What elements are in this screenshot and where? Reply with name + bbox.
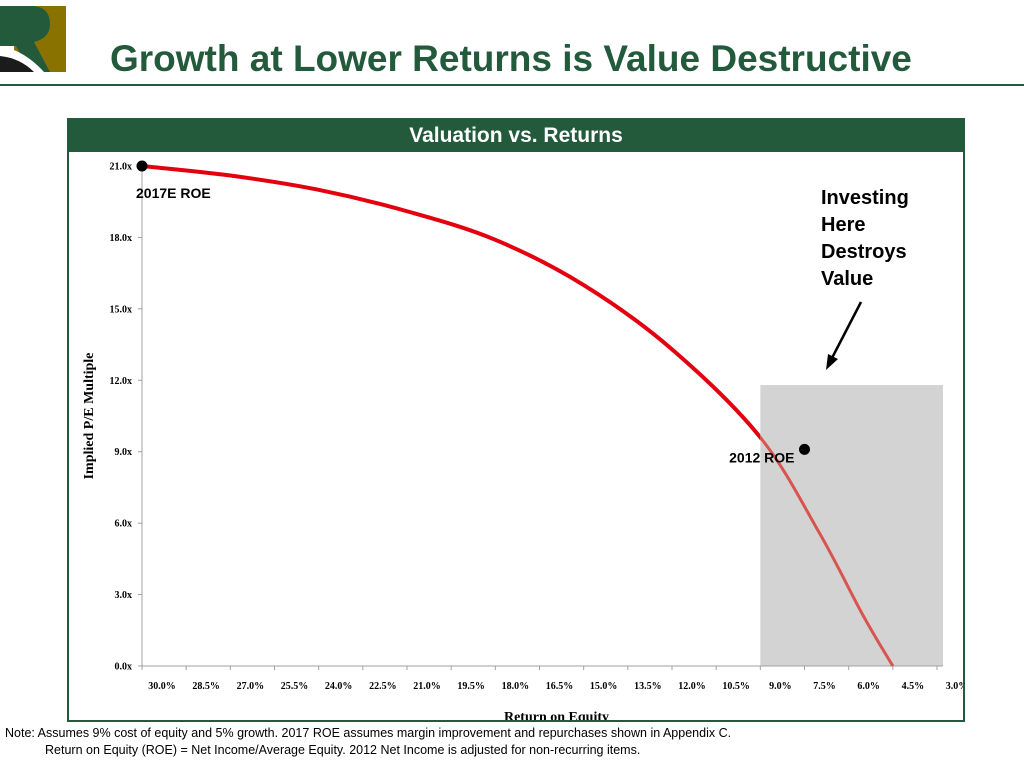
annotation-line: Here [821,214,865,236]
x-tick-label: 28.5% [192,681,220,692]
x-tick-label: 16.5% [546,681,574,692]
y-tick-label: 0.0x [115,662,133,673]
logo-r-letter [0,6,50,72]
x-tick-label: 18.0% [502,681,530,692]
y-axis-title: Implied P/E Multiple [82,353,97,480]
y-tick-label: 3.0x [115,590,133,601]
label-2017e-roe: 2017E ROE [136,185,211,201]
y-tick-label: 15.0x [110,304,133,315]
x-tick-label: 30.0% [148,681,176,692]
y-tick-label: 21.0x [110,162,133,173]
roe-pe-curve-shaded [760,435,895,667]
x-axis-title: Return on Equity [504,710,609,720]
x-tick-label: 4.5% [902,681,925,692]
footnote-note: Note: Assumes 9% cost of equity and 5% g… [5,726,732,740]
company-logo [0,6,66,72]
x-tick-label: 27.0% [237,681,264,692]
x-tick-label: 7.5% [813,681,836,692]
x-tick-label: 21.0% [413,681,441,692]
panel-title: Valuation vs. Returns [69,120,963,152]
x-tick-label: 15.0% [590,681,618,692]
annotation-arrow-head [826,354,838,370]
annotation-arrow-shaft [830,301,863,359]
slide-title: Growth at Lower Returns is Value Destruc… [110,38,912,79]
title-divider [0,84,1024,86]
x-tick-label: 19.5% [457,681,485,692]
valuation-chart: 0.0x 3.0x 6.0x 9.0x 12.0x 15.0x 18.0x 21.0x 30.0… [82,160,963,720]
chart-panel: Valuation vs. Returns 0.0x 3.0x 6.0x 9.0x 12… [67,118,965,722]
x-tick-label: 10.5% [722,681,750,692]
x-tick-label: 25.5% [281,681,309,692]
marker-2012-roe [799,443,810,455]
annotation-line: Investing [821,187,909,209]
annotation-line: Destroys [821,241,907,263]
y-tick-label: 18.0x [110,233,133,244]
y-tick-label: 9.0x [115,447,133,458]
y-tick-label: 12.0x [110,376,133,387]
value-destruction-region [760,385,943,666]
label-2012-roe: 2012 ROE [729,449,794,465]
x-tick-label: 13.5% [634,681,662,692]
footnote-roe-definition: Return on Equity (ROE) = Net Income/Aver… [45,743,641,757]
x-tick-label: 3.0% [946,681,963,692]
y-tick-label: 6.0x [115,519,133,530]
x-tick-label: 6.0% [857,681,880,692]
annotation-line: Value [821,268,873,290]
x-tick-label: 12.0% [678,681,706,692]
logo-swoosh-dark [0,56,34,72]
marker-2017e-roe [136,160,148,172]
x-tick-label: 24.0% [325,681,353,692]
x-tick-label: 9.0% [769,681,792,692]
x-tick-label: 22.5% [369,681,397,692]
